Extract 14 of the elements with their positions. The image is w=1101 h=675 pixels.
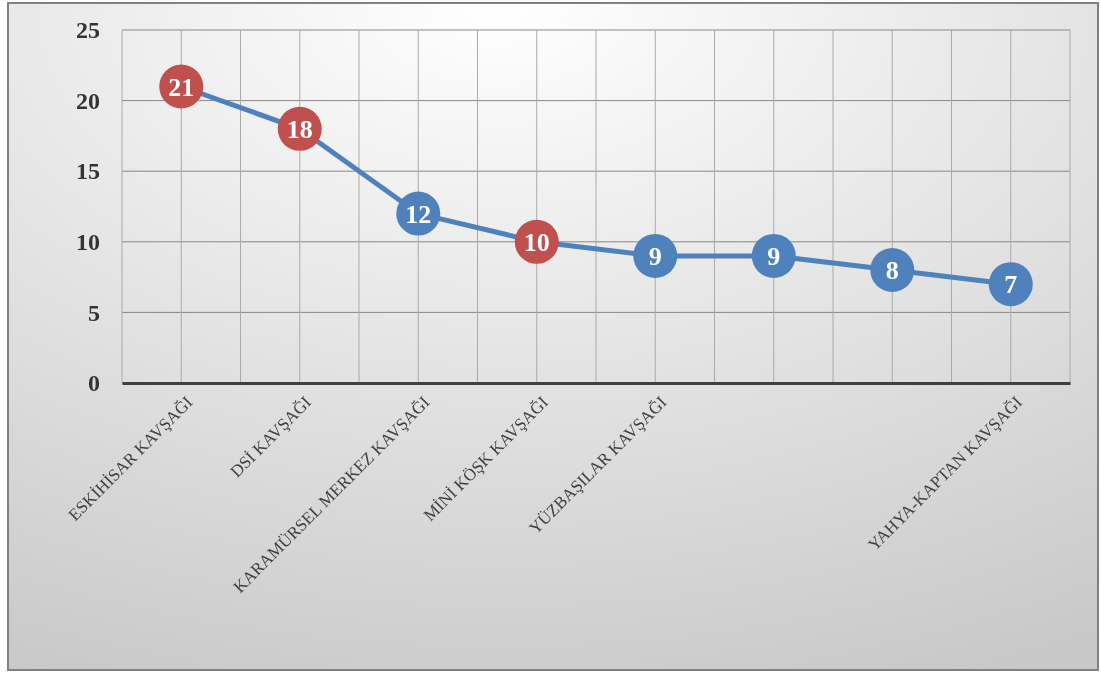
- y-tick-label: 20: [76, 87, 100, 114]
- data-label: 9: [648, 242, 662, 272]
- y-tick-label: 15: [76, 158, 100, 185]
- y-tick-label: 25: [76, 17, 100, 44]
- data-label: 21: [168, 72, 195, 102]
- data-label: 12: [405, 199, 432, 229]
- data-label: 7: [1004, 270, 1018, 300]
- data-label: 9: [767, 242, 781, 272]
- y-tick-label: 10: [76, 228, 100, 255]
- data-label: 18: [286, 114, 313, 144]
- y-tick-label: 5: [88, 299, 100, 326]
- data-label: 8: [885, 256, 899, 286]
- data-label: 10: [523, 227, 550, 257]
- y-tick-label: 0: [88, 370, 100, 397]
